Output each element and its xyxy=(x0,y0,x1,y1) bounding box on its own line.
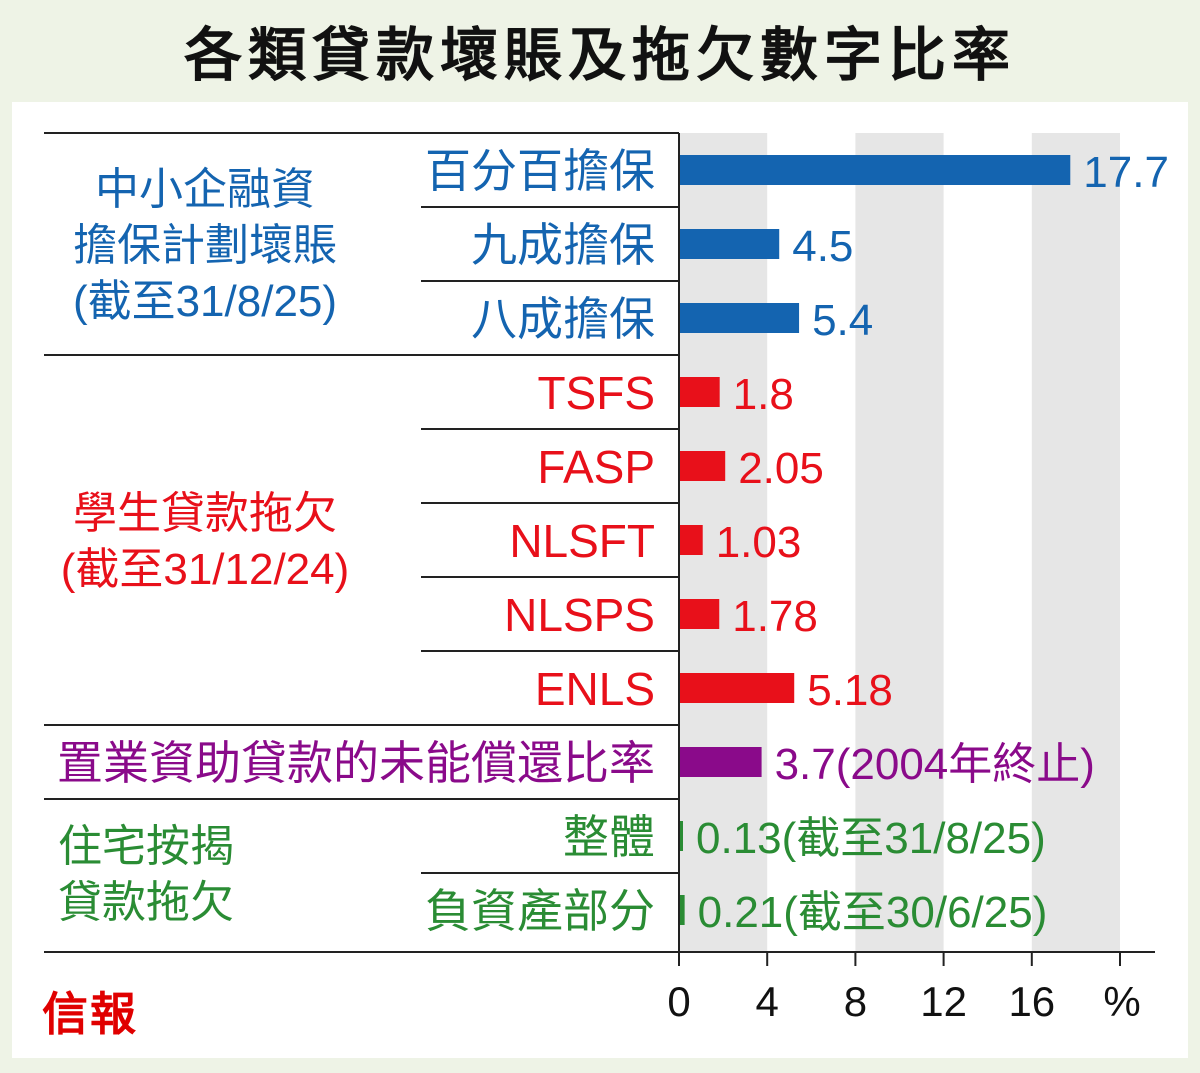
value-label: 5.4 xyxy=(812,296,873,345)
category-label: NLSFT xyxy=(509,515,655,567)
x-tick-label: 16 xyxy=(1008,978,1055,1025)
category-label: 負資產部分 xyxy=(425,885,655,937)
group-label-sme: 中小企融資 xyxy=(95,165,315,214)
bar xyxy=(680,229,780,259)
bar xyxy=(680,377,720,407)
grid-band xyxy=(855,133,944,952)
category-label: NLSPS xyxy=(504,589,655,641)
x-tick-label: 8 xyxy=(844,978,867,1025)
group-label-sme: (截至31/8/25) xyxy=(73,277,337,326)
group-label-sme: 擔保計劃壞賬 xyxy=(73,221,337,270)
value-label: 1.03 xyxy=(716,518,802,567)
category-label: 百分百擔保 xyxy=(425,145,655,197)
category-label: 置業資助貸款的未能償還比率 xyxy=(57,737,655,789)
value-label: 0.13(截至31/8/25) xyxy=(696,814,1046,863)
group-label-student: (截至31/12/24) xyxy=(61,545,350,594)
group-label-mortgage: 住宅按揭 xyxy=(58,822,234,871)
chart-body xyxy=(12,102,1188,1058)
value-label: 5.18 xyxy=(807,666,893,715)
bar xyxy=(680,525,703,555)
bar xyxy=(680,821,683,851)
category-label: ENLS xyxy=(535,663,655,715)
hkej-logo: 信報 xyxy=(42,987,138,1041)
x-tick-label: 4 xyxy=(756,978,779,1025)
value-label: 1.78 xyxy=(732,592,818,641)
bar xyxy=(680,451,726,481)
bar xyxy=(680,599,720,629)
value-label: 1.8 xyxy=(733,370,794,419)
value-label: 3.7(2004年終止) xyxy=(775,740,1095,789)
bar xyxy=(680,747,762,777)
bar xyxy=(680,673,795,703)
category-label: 整體 xyxy=(563,811,655,863)
grid-band xyxy=(1031,133,1120,952)
group-label-student: 學生貸款拖欠 xyxy=(73,489,337,538)
x-unit-label: % xyxy=(1103,978,1140,1025)
value-label: 4.5 xyxy=(792,222,853,271)
category-label: 八成擔保 xyxy=(471,293,655,345)
category-label: TSFS xyxy=(537,367,655,419)
x-tick-label: 0 xyxy=(667,978,690,1025)
bar xyxy=(680,303,800,333)
bar xyxy=(680,895,685,925)
category-label: 九成擔保 xyxy=(471,219,655,271)
bar xyxy=(680,155,1071,185)
value-label: 2.05 xyxy=(738,444,824,493)
x-tick-label: 12 xyxy=(920,978,967,1025)
chart-title: 各類貸款壞賬及拖欠數字比率 xyxy=(183,21,1016,89)
value-label: 0.21(截至30/6/25) xyxy=(698,888,1048,937)
category-label: FASP xyxy=(537,441,655,493)
group-label-mortgage: 貸款拖欠 xyxy=(58,878,234,927)
value-label: 17.7 xyxy=(1083,148,1169,197)
